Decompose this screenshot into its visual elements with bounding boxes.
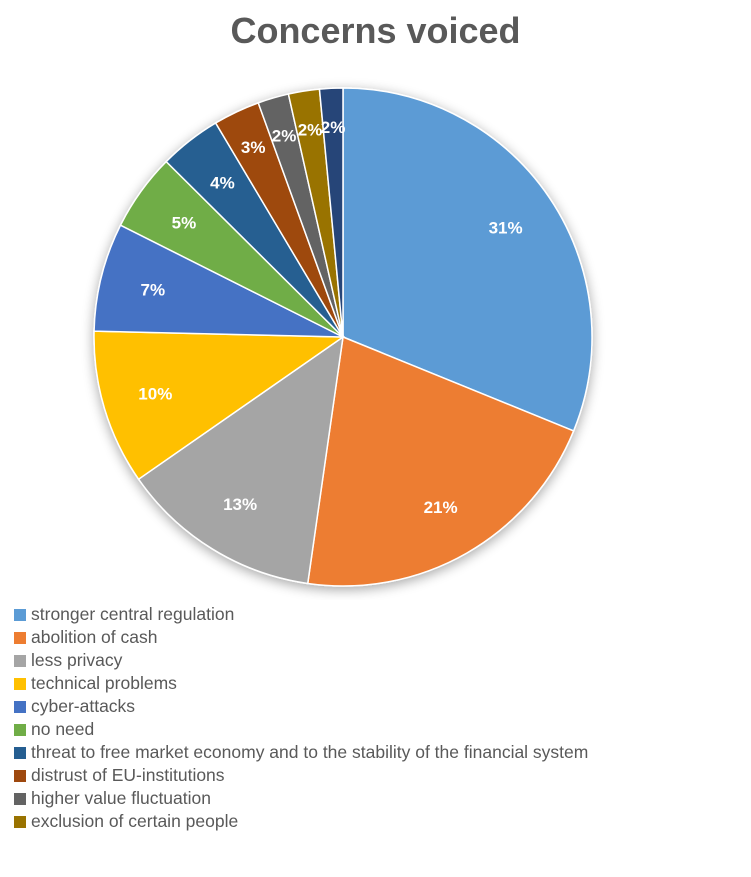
legend-label: stronger central regulation: [31, 604, 235, 624]
pie-data-label-8: 2%: [272, 126, 297, 145]
pie-data-label-5: 5%: [172, 214, 197, 233]
legend-swatch: [14, 815, 26, 828]
legend-entry: cyber-attacks: [14, 695, 588, 718]
legend-entry: higher value fluctuation: [14, 787, 588, 810]
legend-label: technical problems: [31, 673, 177, 693]
legend-label: no need: [31, 719, 95, 739]
pie-chart: 31%21%13%10%7%5%4%3%2% 2%2%: [93, 87, 593, 587]
legend-swatch: [14, 746, 26, 759]
legend-swatch: [14, 608, 26, 621]
pie-data-label-6: 4%: [210, 174, 235, 193]
legend: stronger central regulation abolition of …: [14, 603, 588, 833]
legend-swatch: [14, 792, 26, 805]
pie-data-label-0: 31%: [489, 219, 523, 238]
legend-label: exclusion of certain people: [31, 811, 239, 831]
legend-entry: technical problems: [14, 672, 588, 695]
legend-entry: exclusion of certain people: [14, 810, 588, 833]
pie-slice-2: [137, 335, 344, 585]
pie-data-label-3: 10%: [138, 384, 172, 403]
legend-label: threat to free market economy and to the…: [31, 742, 589, 762]
pie-data-labels: 31%21%13%10%7%5%4%3%2% 2%2%: [138, 118, 522, 517]
legend-swatch: [14, 769, 26, 782]
legend-entry: less privacy: [14, 649, 588, 672]
pie-slice-0: [342, 87, 593, 432]
pie-slice-1: [306, 335, 575, 587]
legend-swatch: [14, 677, 26, 690]
pie-data-label-1: 21%: [424, 498, 458, 517]
pie-data-label-4: 7%: [141, 281, 166, 300]
legend-label: abolition of cash: [31, 627, 158, 647]
pie-data-label-9: 2%: [298, 121, 323, 140]
pie-slices: [93, 87, 593, 587]
pie-slice-10: [318, 87, 344, 338]
pie-data-label-10: 2%: [321, 118, 346, 137]
legend-label: distrust of EU-institutions: [31, 765, 225, 785]
legend-entry: distrust of EU-institutions: [14, 764, 588, 787]
legend-label: higher value fluctuation: [31, 788, 211, 808]
legend-swatch: [14, 723, 26, 736]
legend-label: less privacy: [31, 650, 123, 670]
legend-entry: threat to free market economy and to the…: [14, 741, 588, 764]
legend-swatch: [14, 654, 26, 667]
pie-slice-4: [93, 224, 344, 338]
legend-entry: stronger central regulation: [14, 603, 588, 626]
pie-data-label-7: 3%: [241, 138, 266, 157]
pie-slice-3: [93, 330, 346, 481]
legend-entry: no need: [14, 718, 588, 741]
pie-data-label-2: 13%: [223, 495, 257, 514]
legend-entry: abolition of cash: [14, 626, 588, 649]
legend-swatch: [14, 700, 26, 713]
chart-title: Concerns voiced: [230, 10, 521, 51]
legend-swatch: [14, 631, 26, 644]
legend-label: cyber-attacks: [31, 696, 136, 716]
